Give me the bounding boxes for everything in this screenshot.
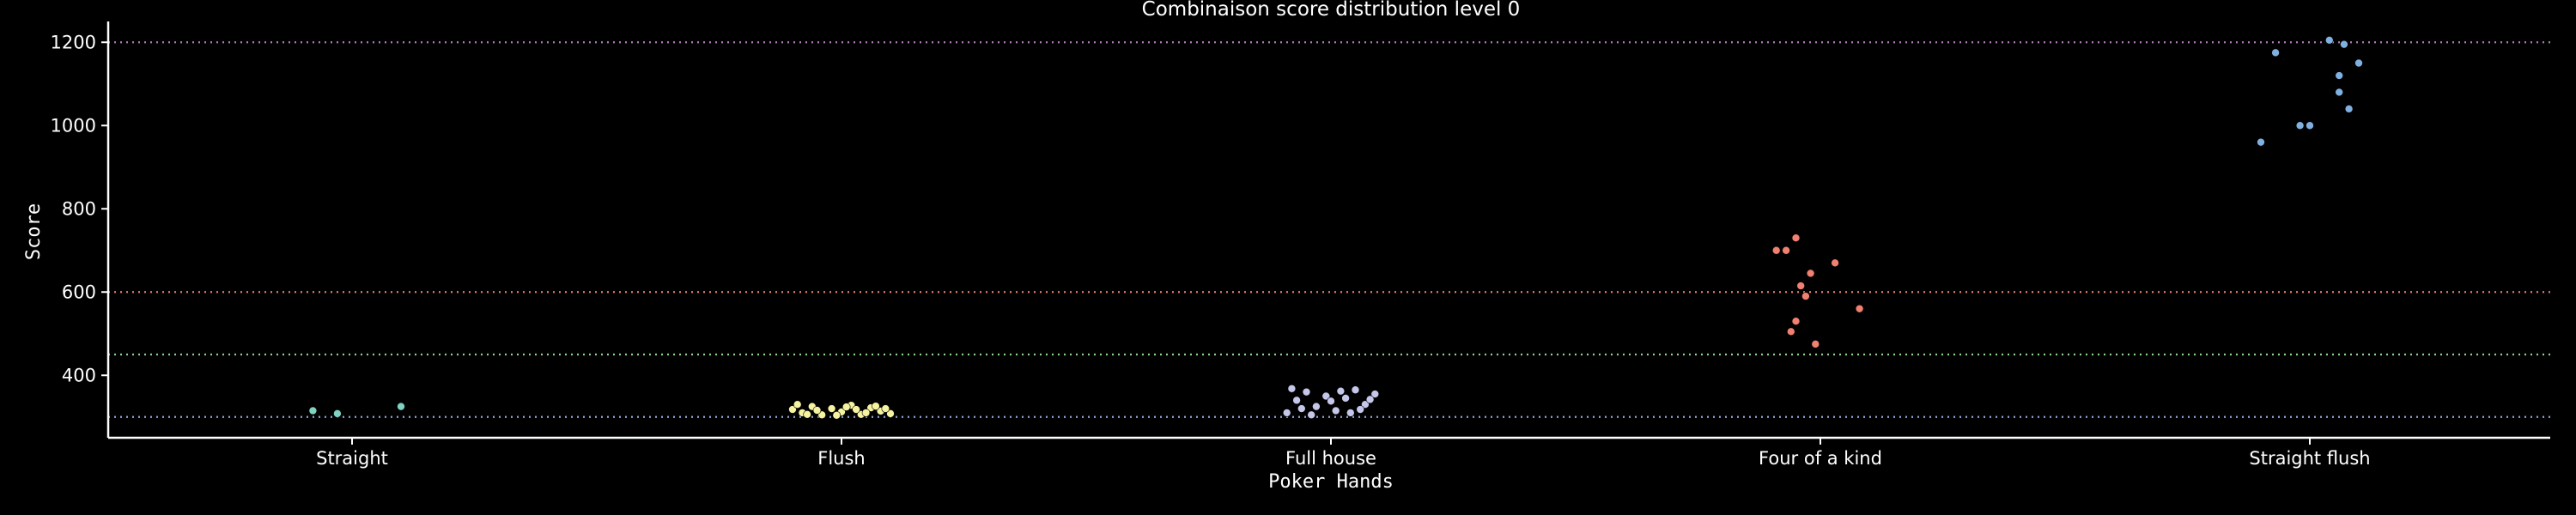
y-tick-label: 1200 — [51, 32, 96, 52]
data-point — [2271, 48, 2280, 58]
data-point — [2325, 36, 2334, 45]
data-point — [2257, 137, 2265, 147]
data-point — [1370, 390, 1380, 398]
data-point — [1351, 385, 1360, 395]
y-tick-label: 600 — [62, 282, 96, 302]
data-point — [397, 402, 405, 411]
data-point — [1327, 397, 1335, 406]
data-point — [1307, 410, 1315, 420]
chart-title: Combinaison score distribution level 0 — [1142, 0, 1521, 21]
data-point — [886, 409, 895, 418]
y-axis-label: Score — [23, 203, 45, 260]
x-tick-label: Straight — [316, 448, 388, 469]
data-point — [1287, 384, 1297, 393]
data-point — [1282, 409, 1291, 417]
y-tick-label: 400 — [62, 365, 96, 385]
data-point — [2335, 71, 2343, 80]
data-point — [827, 404, 836, 413]
data-points — [308, 36, 2363, 420]
data-point — [1801, 292, 1810, 300]
data-point — [1811, 340, 1820, 348]
data-point — [2306, 121, 2314, 130]
data-point — [1831, 258, 1839, 268]
y-tick-label: 1000 — [51, 115, 96, 136]
data-point — [881, 404, 890, 413]
data-point — [1791, 317, 1801, 326]
x-tick-label: Straight flush — [2249, 448, 2370, 469]
data-point — [2354, 58, 2363, 68]
data-point — [803, 410, 811, 419]
reference-lines — [108, 41, 2550, 418]
x-tick-label: Flush — [817, 448, 865, 469]
data-point — [1806, 269, 1815, 278]
x-tick-label: Full house — [1285, 448, 1376, 469]
data-point — [1361, 400, 1370, 409]
y-tick-label: 800 — [62, 198, 96, 219]
data-point — [2344, 105, 2354, 113]
data-point — [1356, 405, 1364, 414]
data-point — [2295, 121, 2305, 130]
data-point — [788, 405, 797, 414]
data-point — [852, 405, 860, 414]
data-point — [1321, 391, 1331, 401]
data-point — [1365, 395, 1375, 404]
x-tick-label: Four of a kind — [1759, 448, 1882, 469]
y-ticks: 400 600 800 1000 1200 — [51, 32, 108, 385]
data-point — [793, 400, 802, 409]
data-point — [1782, 245, 1790, 255]
data-point — [832, 411, 841, 420]
data-point — [1855, 304, 1864, 313]
data-point — [1312, 402, 1321, 411]
data-point — [1292, 396, 1301, 405]
data-point — [1341, 394, 1350, 403]
data-point — [1331, 406, 1340, 415]
data-point — [1302, 387, 1311, 397]
data-point — [308, 406, 318, 415]
data-point — [861, 409, 871, 417]
data-point — [812, 406, 822, 415]
data-point — [841, 403, 851, 411]
data-point — [1336, 386, 1346, 396]
data-point — [1346, 409, 1355, 417]
data-point — [1787, 327, 1795, 336]
axes — [106, 21, 2550, 439]
x-ticks: Straight Flush Full house Four of a kind Str… — [316, 438, 2371, 469]
data-point — [333, 409, 342, 418]
x-axis-label: Poker Hands — [1268, 471, 1394, 493]
data-point — [1796, 282, 1805, 290]
data-point — [1297, 404, 1306, 413]
data-point — [2335, 88, 2343, 97]
data-point — [1791, 233, 1801, 243]
data-point — [872, 402, 880, 410]
data-point — [2340, 39, 2348, 49]
data-point — [1771, 245, 1781, 255]
